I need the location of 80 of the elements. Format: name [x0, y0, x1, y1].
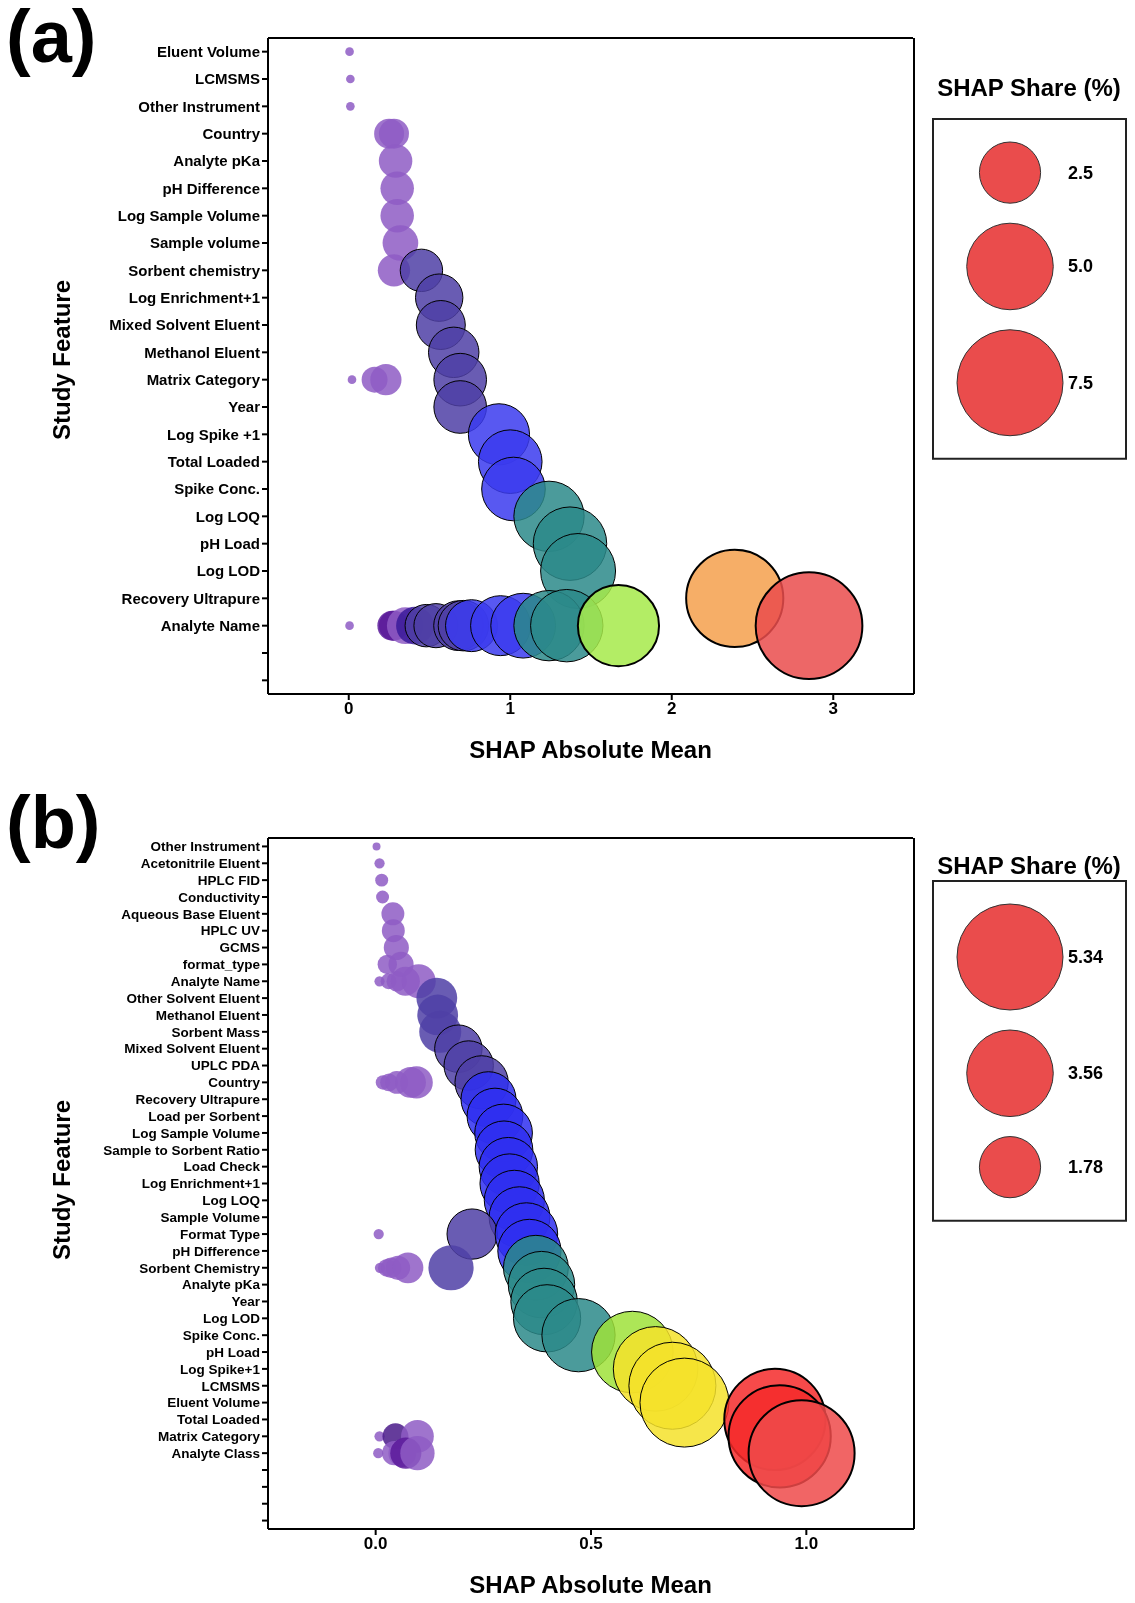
y-axis-title: Study Feature — [48, 279, 76, 442]
y-tick-label: Log LOD — [203, 1311, 261, 1327]
y-tick-label: Log Sample Volume — [131, 1125, 261, 1141]
y-tick-label: Sorbent chemistry — [128, 261, 261, 279]
legend-label: 7.5 — [1068, 372, 1094, 393]
y-tick-label: Matrix Category — [146, 370, 261, 388]
y-tick-label: pH Difference — [172, 1243, 261, 1259]
x-tick-label: 3 — [828, 699, 838, 719]
y-tick-label: Methanol Eluent — [144, 343, 260, 361]
y-tick-label: Sorbent Mass — [171, 1024, 260, 1040]
y-tick-label: Recovery Ultrapure — [121, 589, 260, 607]
y-tick-label: LCMSMS — [201, 1378, 260, 1394]
y-tick-label: Mixed Solvent Eluent — [124, 1041, 261, 1057]
y-tick-label: Log Enrichment+1 — [141, 1176, 261, 1192]
y-tick-label: pH Difference — [162, 179, 260, 197]
y-tick-label: Other Solvent Eluent — [126, 990, 261, 1006]
y-tick-label: Other Instrument — [150, 839, 261, 855]
y-tick-label: Log Spike+1 — [180, 1361, 261, 1377]
y-tick-label: Eluent Volume — [156, 42, 260, 60]
y-tick-label: Log LOQ — [195, 507, 261, 525]
legend-label: 5.0 — [1068, 256, 1094, 277]
x-axis-title: SHAP Absolute Mean — [468, 736, 713, 764]
y-tick-label: GCMS — [219, 940, 260, 956]
y-tick-label: Analyte Class — [171, 1445, 260, 1461]
y-tick-label: Eluent Volume — [167, 1395, 261, 1411]
y-tick-label: LCMSMS — [195, 70, 260, 88]
y-tick-label: Other Instrument — [138, 97, 260, 115]
y-tick-label: Load per Sorbent — [148, 1108, 261, 1124]
x-tick-label: 0.5 — [579, 1534, 603, 1554]
y-tick-label: Log Enrichment+1 — [128, 288, 260, 306]
y-tick-label: pH Load — [206, 1344, 260, 1360]
y-tick-label: UPLC PDA — [190, 1058, 261, 1074]
x-tick-label: 2 — [667, 699, 677, 719]
y-tick-label: Year — [231, 1294, 261, 1310]
legend-label: 1.78 — [1068, 1157, 1104, 1178]
y-axis-title: Study Feature — [48, 1099, 76, 1262]
y-tick-label: Analyte Name — [170, 974, 261, 990]
y-tick-label: Country — [208, 1075, 261, 1091]
x-tick-label: 1 — [505, 699, 515, 719]
legend-label: 5.34 — [1068, 947, 1104, 967]
x-tick-label: 1.0 — [794, 1534, 819, 1554]
y-tick-label: Sample Volume — [160, 1210, 261, 1225]
y-tick-label: Log LOD — [196, 562, 261, 580]
y-tick-label: Total Loaded — [167, 452, 260, 470]
y-tick-label: Log Sample Volume — [117, 206, 260, 224]
y-tick-label: Spike Conc. — [174, 480, 260, 498]
chart-title: (a) — [6, 0, 97, 79]
y-tick-label: Format Type — [179, 1226, 261, 1242]
y-tick-label: Methanol Eluent — [155, 1007, 261, 1023]
y-tick-label: Recovery Ultrapure — [135, 1092, 261, 1108]
y-tick-label: pH Load — [200, 534, 260, 552]
y-tick-label: HPLC FID — [197, 872, 261, 888]
y-tick-label: Mixed Solvent Eluent — [109, 316, 260, 334]
y-tick-label: format_type — [182, 957, 261, 973]
y-tick-label: Analyte pKa — [173, 152, 261, 170]
y-tick-label: Spike Conc. — [182, 1327, 260, 1343]
y-tick-label: Sorbent Chemistry — [139, 1260, 261, 1276]
y-tick-label: Log LOQ — [202, 1193, 260, 1209]
y-tick-label: Matrix Category — [157, 1429, 261, 1445]
x-axis-title: SHAP Absolute Mean — [468, 1571, 713, 1599]
y-tick-label: HPLC UV — [200, 923, 260, 939]
legend-label: 3.56 — [1068, 1063, 1104, 1084]
y-tick-label: Analyte Name — [160, 616, 260, 634]
y-tick-label: Total Loaded — [177, 1412, 260, 1428]
x-tick-label: 0.0 — [363, 1534, 388, 1554]
y-tick-label: Country — [202, 124, 261, 142]
y-tick-label: Load Check — [183, 1159, 261, 1175]
chart-title: (b) — [6, 780, 101, 865]
y-tick-label: Sample volume — [149, 234, 260, 252]
y-tick-label: Acetonitrile Eluent — [140, 856, 261, 872]
y-tick-label: Sample to Sorbent Ratio — [103, 1142, 260, 1158]
y-tick-label: Year — [228, 398, 261, 416]
x-tick-label: 0 — [344, 699, 354, 719]
legend-title: SHAP Share (%) — [936, 852, 1122, 880]
legend-label: 2.5 — [1068, 162, 1094, 183]
y-tick-label: Log Spike +1 — [167, 425, 260, 443]
y-tick-label: Aqueous Base Eluent — [121, 906, 261, 922]
y-tick-label: Conductivity — [178, 889, 261, 905]
legend-title: SHAP Share (%) — [936, 74, 1122, 102]
y-tick-label: Analyte pKa — [181, 1277, 261, 1293]
